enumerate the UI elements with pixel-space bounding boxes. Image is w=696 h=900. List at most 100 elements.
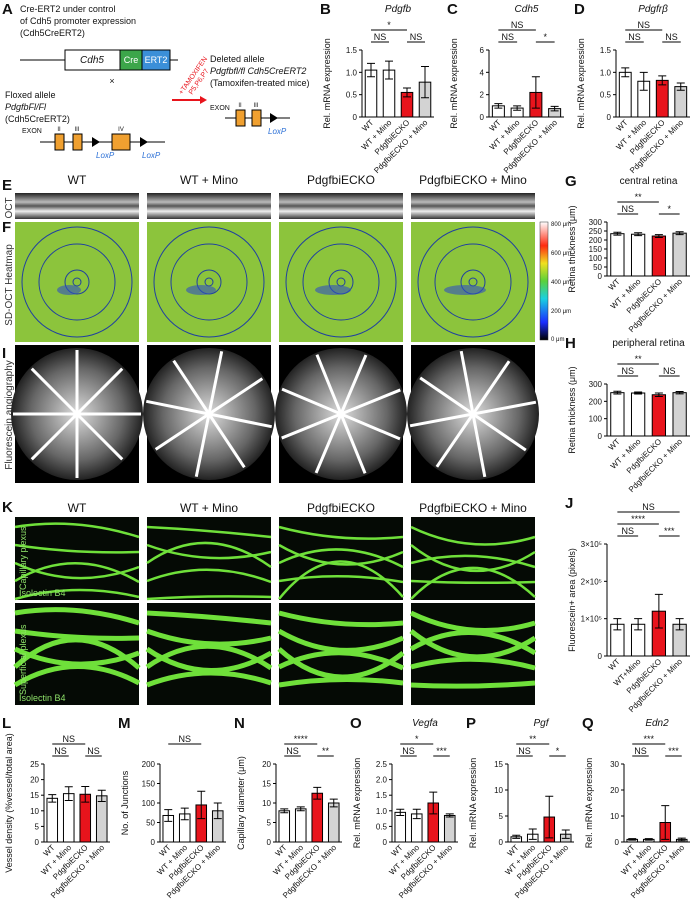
significance-label: NS [178, 734, 191, 744]
color-scale [539, 221, 549, 341]
y-tick-label: 10 [494, 786, 503, 795]
heatmap-ring [64, 269, 90, 295]
error-bar [628, 838, 637, 841]
y-tick-label: 20 [262, 760, 271, 769]
row-label: OCT [4, 197, 15, 218]
y-tick-label: 1.5 [376, 791, 388, 800]
error-bar [64, 786, 73, 802]
heatmap-ring [153, 226, 265, 338]
vessel [435, 413, 475, 468]
bar [610, 392, 625, 437]
vessel [459, 350, 475, 415]
text: LoxP [96, 151, 115, 160]
bar [610, 233, 625, 277]
y-tick-label: 200 [589, 236, 603, 245]
x-tick-label: WT [607, 437, 622, 452]
vessel [146, 670, 272, 688]
bar [46, 797, 59, 843]
significance-label: NS [54, 746, 67, 756]
chart-title: central retina [620, 176, 678, 187]
y-axis-label: Rel. mRNA expression [576, 38, 586, 129]
error-bar [675, 390, 684, 395]
y-tick-label: 0 [598, 432, 603, 441]
y-tick-label: 1.0 [600, 68, 612, 77]
error-bar [164, 809, 173, 822]
y-tick-label: 1×10⁵ [581, 615, 602, 624]
row-label: SD-OCT Heatmap [4, 244, 15, 326]
vessel [340, 388, 401, 416]
scale-label: 200 μm [551, 309, 571, 315]
text: (Cdh5CreERT2) [5, 114, 70, 124]
error-bar [639, 71, 648, 91]
text: II [57, 127, 61, 133]
y-axis-label: Retina thickness (μm) [567, 366, 577, 453]
text: × [109, 76, 114, 86]
y-tick-label: 200 [589, 397, 603, 406]
error-bar [654, 392, 663, 397]
y-tick-label: 0 [499, 838, 504, 847]
vessel [471, 360, 511, 415]
y-tick-label: 4 [480, 68, 485, 77]
error-bar [512, 834, 521, 839]
vessel [410, 680, 536, 689]
heatmap-spot [444, 285, 486, 295]
y-tick-label: 50 [593, 263, 602, 272]
y-tick-label: 0 [480, 113, 485, 122]
significance-label: NS [62, 734, 75, 744]
vessel [339, 354, 368, 415]
vessel [281, 387, 342, 416]
vessel [410, 656, 536, 671]
significance-label: *** [436, 746, 447, 756]
panel-a: A Cre-ERT2 under control of Cdh5 promote… [2, 1, 310, 160]
vessel [278, 610, 404, 628]
column-label: PdgfbiECKO [307, 501, 375, 515]
bar [327, 802, 340, 843]
text: IV [118, 127, 124, 133]
y-tick-label: 50 [146, 819, 155, 828]
y-tick-label: 150 [142, 780, 156, 789]
row-label: Superficial plexus [18, 624, 28, 695]
vessel [315, 354, 343, 415]
error-bar [613, 390, 622, 395]
significance-label: *** [643, 734, 654, 744]
vessel [30, 367, 79, 416]
bar [311, 792, 324, 843]
oct-image [279, 193, 403, 219]
text: II [238, 103, 242, 109]
y-tick-label: 100 [142, 799, 156, 808]
bar [630, 233, 646, 277]
bar [651, 394, 667, 437]
chart: O Vegfa Rel. mRNA expression 0 0.5 1.0 1.5 2.0 2… [350, 715, 458, 900]
text: of Cdh5 promoter expression [20, 16, 136, 26]
y-tick-label: 1.0 [346, 68, 358, 77]
vessel [172, 359, 211, 415]
heatmap-ring [434, 243, 512, 321]
exon [111, 133, 131, 151]
vessel [281, 412, 342, 440]
significance-label: NS [286, 746, 299, 756]
error-bar [367, 62, 375, 78]
vessel [471, 413, 487, 478]
y-tick-label: 1.5 [600, 46, 612, 55]
panel-label: O [350, 715, 362, 732]
chart-title: peripheral retina [612, 338, 685, 349]
panel-label: M [118, 715, 131, 732]
error-bar [494, 103, 503, 109]
error-bar [421, 66, 429, 99]
heatmap-ring [302, 243, 380, 321]
error-bar [644, 838, 653, 841]
significance-label: NS [628, 32, 641, 42]
text: EXON [210, 105, 230, 112]
vessel [278, 525, 404, 540]
vessel [145, 643, 273, 671]
chart-title: Pdgfrβ [638, 4, 668, 15]
vessel [410, 544, 536, 572]
chart-title: Pdgfb [385, 4, 412, 15]
significance-label: *** [668, 746, 679, 756]
panel-label: D [574, 1, 585, 18]
